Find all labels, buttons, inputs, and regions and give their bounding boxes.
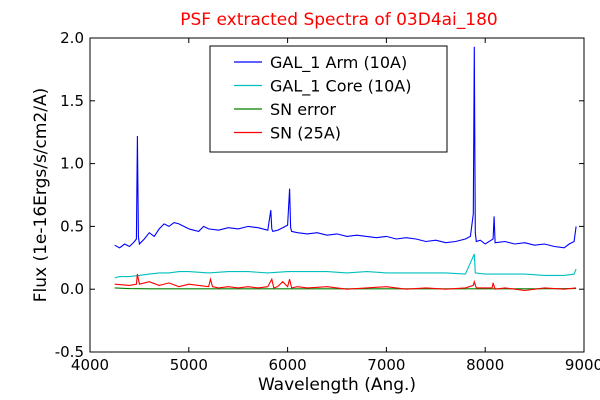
- y-tick-label: 0.0: [60, 280, 84, 298]
- y-tick-label: 2.0: [60, 29, 84, 47]
- y-axis-label: Flux (1e-16Ergs/s/cm2/A): [31, 88, 51, 303]
- x-axis-label: Wavelength (Ang.): [258, 375, 416, 395]
- plot-frame: [89, 37, 585, 353]
- x-tick-label: 9000: [565, 356, 600, 374]
- y-tick-label: 1.5: [60, 92, 84, 110]
- y-axis: -0.5 0.0 0.5 1.0 1.5 2.0: [55, 29, 584, 361]
- legend-box: [209, 45, 448, 153]
- legend: GAL_1 Arm (10A) GAL_1 Core (10A) SN error S…: [209, 45, 448, 153]
- legend-label: GAL_1 Arm (10A): [270, 53, 407, 73]
- chart-title: PSF extracted Spectra of 03D4ai_180: [180, 10, 497, 30]
- y-tick-label: -0.5: [55, 343, 84, 361]
- x-tick-label: 4000: [71, 356, 109, 374]
- y-tick-label: 1.0: [60, 155, 84, 173]
- legend-label: SN (25A): [270, 124, 341, 143]
- y-tick-label: 0.5: [60, 217, 84, 235]
- legend-label: SN error: [270, 100, 336, 119]
- x-tick-label: 5000: [170, 356, 208, 374]
- x-tick-label: 7000: [367, 356, 405, 374]
- series-line-3: [114, 287, 577, 290]
- series-line-4: [114, 273, 577, 292]
- x-tick-label: 8000: [466, 356, 504, 374]
- legend-label: GAL_1 Core (10A): [270, 77, 411, 97]
- x-tick-label: 6000: [269, 356, 307, 374]
- series-line-1: [114, 46, 577, 249]
- series-line-2: [114, 253, 577, 279]
- plot-area: [114, 46, 577, 292]
